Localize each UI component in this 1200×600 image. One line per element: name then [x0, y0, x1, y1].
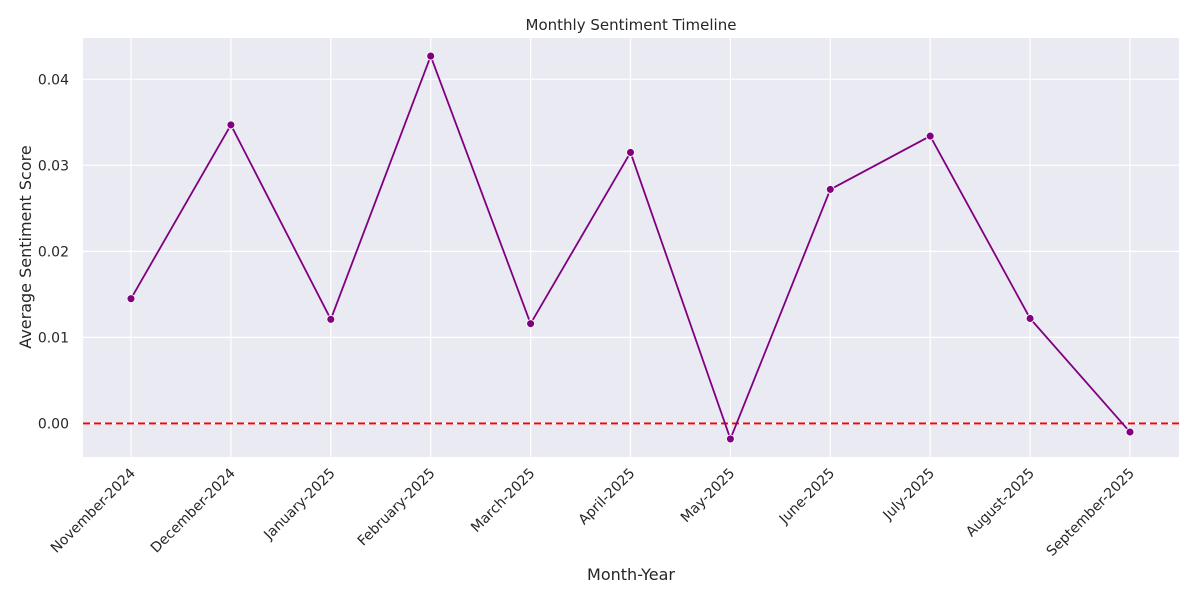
x-tick-label: January-2025	[260, 466, 338, 544]
x-tick-label: February-2025	[355, 466, 439, 550]
x-tick-label: June-2025	[776, 466, 838, 528]
data-point	[126, 294, 136, 304]
series-layer	[126, 51, 1135, 444]
x-tick-label: March-2025	[468, 466, 538, 536]
data-point	[626, 147, 635, 157]
x-tick-label: April-2025	[576, 466, 639, 529]
data-point	[725, 434, 735, 444]
y-axis-title: Average Sentiment Score	[16, 145, 35, 348]
data-point	[1025, 314, 1035, 323]
data-point	[226, 120, 236, 130]
chart-title: Monthly Sentiment Timeline	[526, 16, 737, 34]
x-tick-label: September-2025	[1044, 466, 1138, 560]
y-tick-label: 0.02	[38, 244, 69, 260]
x-tick-label: July-2025	[880, 466, 938, 524]
data-point	[925, 131, 935, 141]
x-axis-title: Month-Year	[587, 565, 675, 584]
x-tick-label: May-2025	[678, 466, 738, 526]
y-tick-label: 0.03	[38, 158, 69, 174]
data-point	[825, 184, 835, 194]
x-tick-label: December-2024	[148, 465, 239, 556]
data-point	[1125, 427, 1135, 437]
x-axis-ticks: November-2024 December-2024 January-2025 Fe…	[48, 465, 1138, 559]
data-point	[326, 314, 336, 324]
data-point	[426, 51, 436, 61]
data-point	[526, 319, 536, 329]
grid-lines	[83, 38, 1179, 457]
y-tick-label: 0.00	[38, 416, 69, 432]
y-tick-label: 0.01	[38, 330, 69, 346]
x-tick-label: August-2025	[963, 466, 1038, 541]
x-tick-label: November-2024	[48, 465, 139, 556]
y-axis-ticks: 0.00 0.01 0.02 0.03 0.04	[38, 72, 69, 432]
y-tick-label: 0.04	[38, 72, 69, 88]
